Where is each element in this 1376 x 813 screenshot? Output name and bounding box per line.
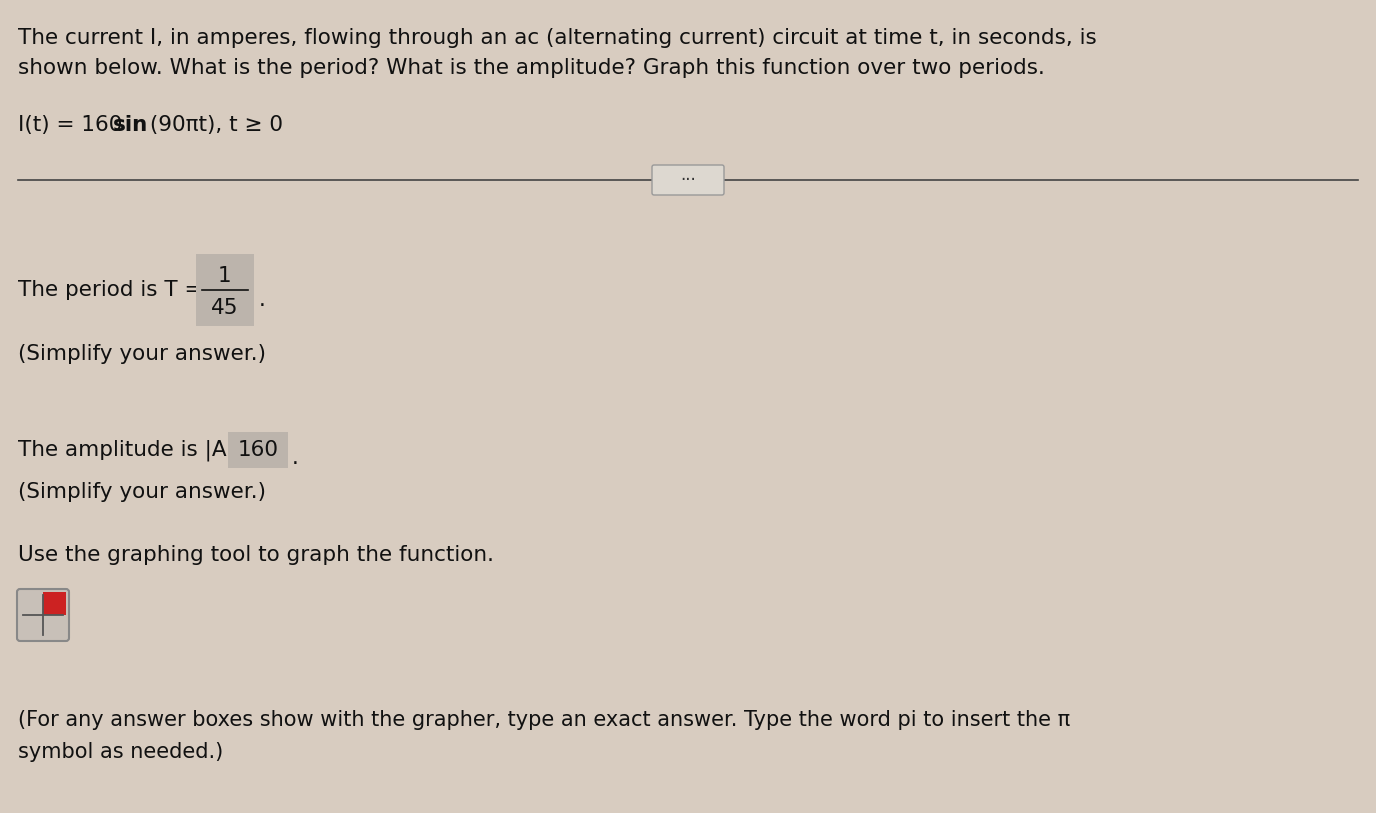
Bar xyxy=(228,432,288,468)
Text: (90πt), t ≥ 0: (90πt), t ≥ 0 xyxy=(143,115,283,135)
Text: .: . xyxy=(292,448,299,468)
Text: (Simplify your answer.): (Simplify your answer.) xyxy=(18,344,266,364)
Text: The period is T =: The period is T = xyxy=(18,280,209,300)
Text: .: . xyxy=(259,290,266,310)
FancyBboxPatch shape xyxy=(17,589,69,641)
Text: 45: 45 xyxy=(212,298,239,318)
Text: Use the graphing tool to graph the function.: Use the graphing tool to graph the funct… xyxy=(18,545,494,565)
Text: (For any answer boxes show with the grapher, type an exact answer. Type the word: (For any answer boxes show with the grap… xyxy=(18,710,1071,730)
Bar xyxy=(43,592,66,615)
FancyBboxPatch shape xyxy=(652,165,724,195)
Text: I(t) = 160: I(t) = 160 xyxy=(18,115,129,135)
Bar xyxy=(195,254,255,326)
Text: symbol as needed.): symbol as needed.) xyxy=(18,742,223,762)
Text: The amplitude is |A| =: The amplitude is |A| = xyxy=(18,439,266,461)
Text: The current I, in amperes, flowing through an ac (alternating current) circuit a: The current I, in amperes, flowing throu… xyxy=(18,28,1097,48)
Text: ···: ··· xyxy=(680,171,696,189)
Text: 1: 1 xyxy=(219,266,231,286)
Text: (Simplify your answer.): (Simplify your answer.) xyxy=(18,482,266,502)
Text: shown below. What is the period? What is the amplitude? Graph this function over: shown below. What is the period? What is… xyxy=(18,58,1044,78)
Text: sin: sin xyxy=(113,115,149,135)
Text: 160: 160 xyxy=(238,440,278,460)
